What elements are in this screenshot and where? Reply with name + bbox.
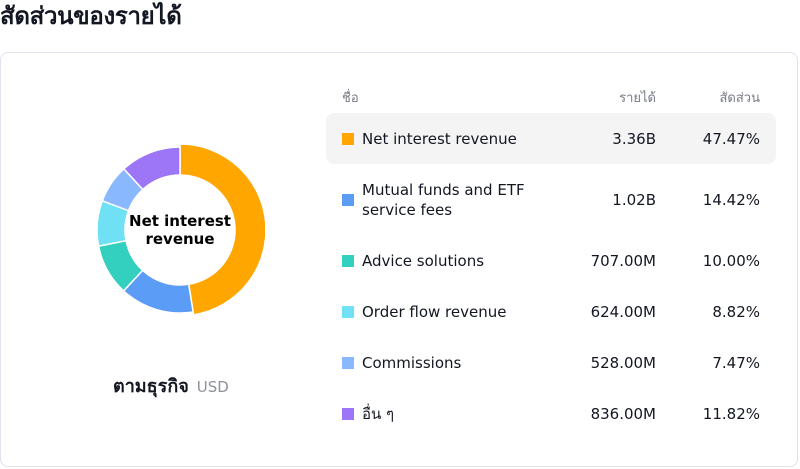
- revenue-table: ชื่อ รายได้ สัดส่วน Net interest revenue…: [326, 81, 776, 439]
- page-title: สัดส่วนของรายได้: [0, 2, 182, 30]
- segment-name: Advice solutions: [362, 251, 485, 270]
- segment-revenue: 3.36B: [612, 129, 656, 148]
- currency-unit: USD: [196, 378, 229, 396]
- segment-share: 11.82%: [702, 404, 760, 423]
- segment-revenue: 836.00M: [590, 404, 656, 423]
- table-header: ชื่อ รายได้ สัดส่วน: [326, 81, 776, 113]
- legend-swatch: [342, 407, 354, 420]
- legend-swatch: [342, 132, 354, 145]
- segment-share: 10.00%: [702, 251, 760, 270]
- segment-revenue: 624.00M: [590, 302, 656, 321]
- segment-name: Mutual funds and ETF service fees: [362, 180, 525, 219]
- segment-revenue: 1.02B: [612, 190, 656, 209]
- legend-swatch: [342, 193, 354, 206]
- donut-svg: [96, 145, 265, 315]
- donut-slice[interactable]: [122, 146, 181, 191]
- table-row[interactable]: Advice solutions 707.00M 10.00%: [326, 235, 776, 286]
- segment-share: 8.82%: [712, 302, 760, 321]
- column-header-name: ชื่อ: [342, 91, 359, 106]
- segment-name: Net interest revenue: [362, 129, 517, 148]
- legend-swatch: [342, 254, 354, 267]
- segment-revenue: 528.00M: [590, 353, 656, 372]
- segment-name: อื่น ๆ: [362, 404, 395, 423]
- segment-name: Commissions: [362, 353, 462, 372]
- segment-revenue: 707.00M: [590, 251, 656, 270]
- breakdown-caption: ตามธุรกิจ USD: [113, 371, 229, 400]
- column-header-share: สัดส่วน: [719, 91, 761, 106]
- table-row[interactable]: Order flow revenue 624.00M 8.82%: [326, 286, 776, 337]
- segment-share: 47.47%: [702, 129, 760, 148]
- segment-share: 14.42%: [702, 190, 760, 209]
- column-header-revenue: รายได้: [619, 91, 656, 106]
- donut-chart: Net interest revenue: [95, 145, 265, 315]
- table-row[interactable]: Net interest revenue 3.36B 47.47%: [326, 113, 776, 164]
- donut-center-label: Net interest revenue: [129, 212, 231, 248]
- segment-share: 7.47%: [712, 353, 760, 372]
- donut-slice[interactable]: [179, 145, 265, 315]
- table-row[interactable]: Mutual funds and ETF service fees 1.02B 14…: [326, 164, 776, 235]
- table-row[interactable]: Commissions 528.00M 7.47%: [326, 337, 776, 388]
- breakdown-title: ตามธุรกิจ: [113, 376, 189, 397]
- segment-name: Order flow revenue: [362, 302, 507, 321]
- legend-swatch: [342, 305, 354, 318]
- table-row[interactable]: อื่น ๆ 836.00M 11.82%: [326, 388, 776, 439]
- revenue-breakdown-card: Net interest revenue ตามธุรกิจ USD ชื่อ …: [0, 52, 798, 467]
- legend-swatch: [342, 356, 354, 369]
